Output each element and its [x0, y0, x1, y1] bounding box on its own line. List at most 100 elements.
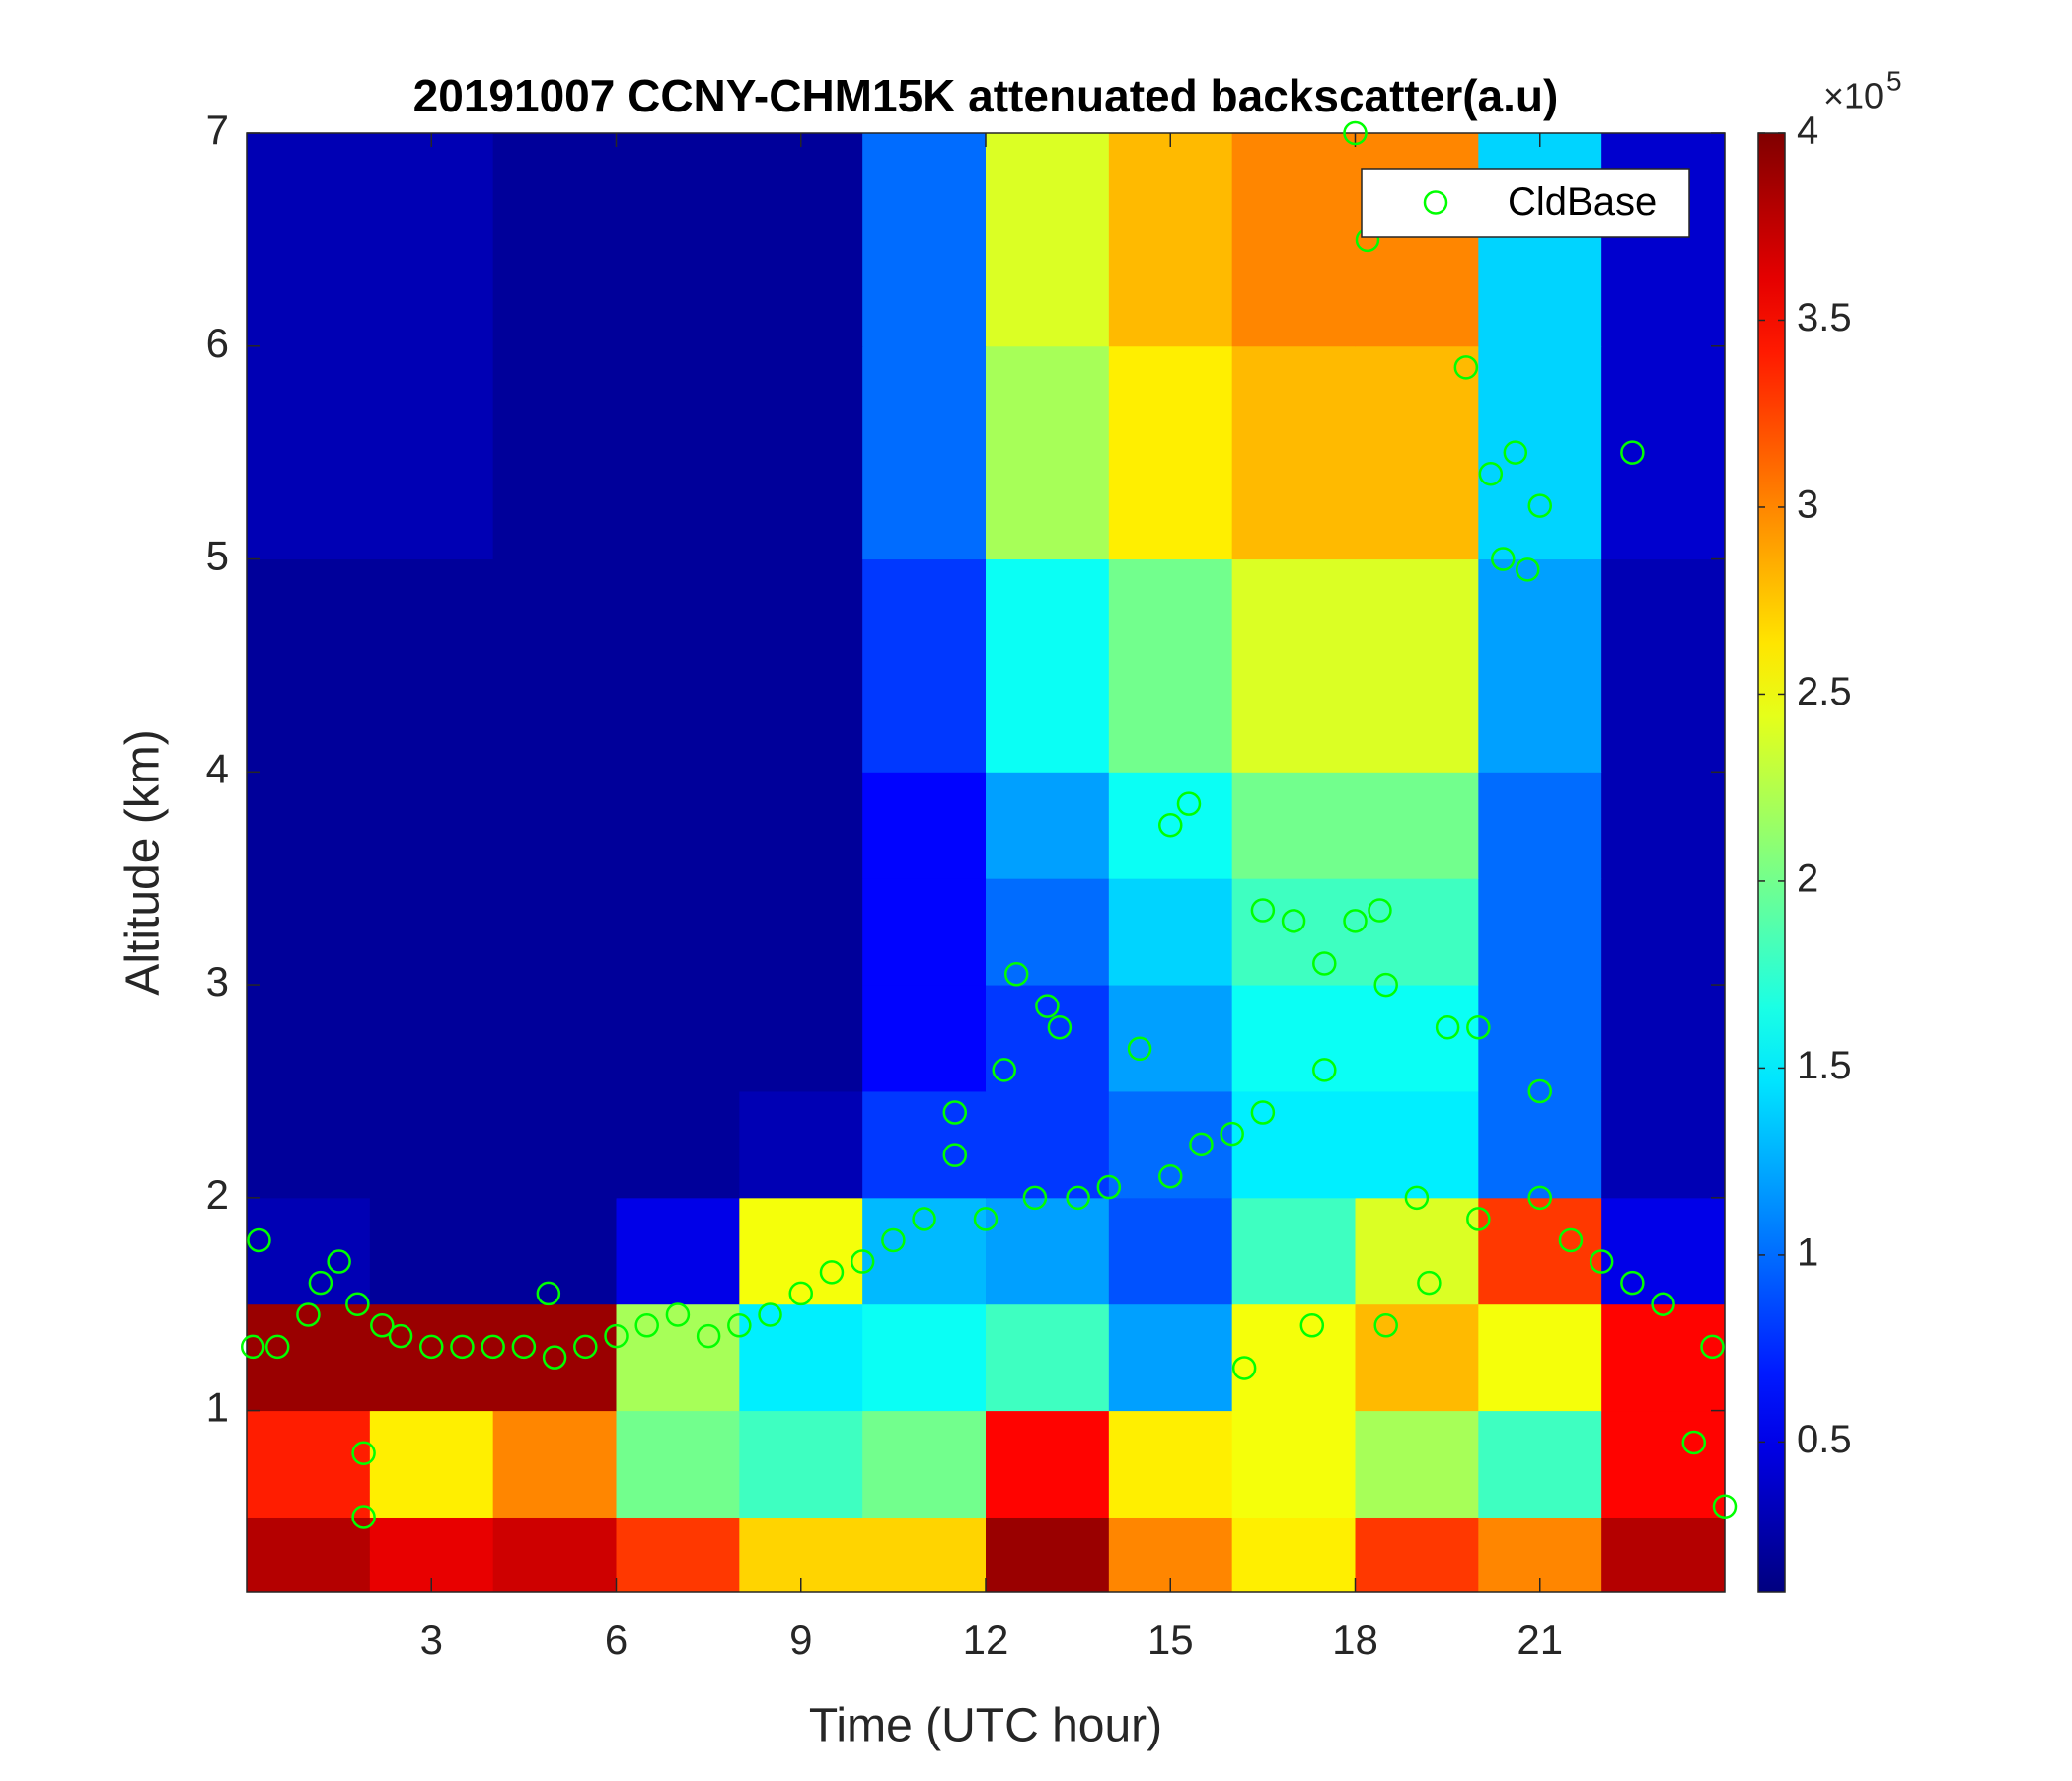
scatter-point — [850, 1249, 875, 1274]
heatmap-cell — [986, 1410, 1110, 1518]
colorbar-tick-label: 2 — [1797, 857, 1818, 901]
scatter-point — [247, 1227, 271, 1253]
heatmap-cell — [369, 133, 494, 347]
scatter-point — [973, 1207, 999, 1231]
heatmap-cell — [247, 1090, 371, 1199]
scatter-point — [1250, 898, 1276, 923]
x-tick-label: 21 — [1517, 1616, 1563, 1663]
heatmap-cell — [1478, 1197, 1602, 1305]
heatmap-cell — [247, 133, 371, 347]
heatmap-cell — [862, 345, 987, 560]
heatmap-cell — [862, 1517, 987, 1593]
heatmap-cell — [862, 985, 987, 1092]
scatter-point — [1558, 1227, 1584, 1253]
chart-title: 20191007 CCNY-CHM15K attenuated backscat… — [413, 70, 1559, 121]
heatmap-cell — [739, 558, 863, 773]
heatmap-cell — [739, 133, 863, 347]
heatmap-cell — [369, 985, 494, 1092]
heatmap-cell — [369, 345, 494, 560]
heatmap-cell — [1478, 878, 1602, 986]
scatter-point — [1250, 1100, 1276, 1125]
heatmap-cell — [1108, 1090, 1233, 1199]
heatmap-cell — [1108, 1410, 1233, 1518]
colorbar-scale-exponent: 5 — [1887, 65, 1902, 96]
heatmap-cell — [1231, 1090, 1356, 1199]
scatter-point — [1681, 1430, 1707, 1455]
scatter-point — [1453, 355, 1479, 380]
scatter-point — [1503, 440, 1528, 465]
y-tick-label: 2 — [206, 1171, 229, 1218]
heatmap-cell — [1601, 1090, 1726, 1199]
heatmap-cell — [862, 558, 987, 773]
x-axis-label: Time (UTC hour) — [809, 1700, 1162, 1752]
heatmap-cell — [1108, 1303, 1233, 1412]
scatter-point — [1003, 962, 1029, 987]
scatter-point — [634, 1313, 659, 1338]
scatter-point — [481, 1334, 505, 1360]
scatter-point — [345, 1292, 370, 1316]
heatmap-cell — [862, 878, 987, 986]
heatmap-cell — [247, 558, 371, 773]
scatter-point — [1220, 1121, 1244, 1147]
scatter-point — [1368, 898, 1392, 923]
scatter-point — [1620, 440, 1645, 465]
heatmap-cell — [1478, 558, 1602, 773]
scatter-point — [240, 1334, 265, 1360]
scatter-point — [1620, 1270, 1645, 1296]
colorbar — [1757, 132, 1786, 1593]
scatter-point — [1127, 1036, 1152, 1062]
heatmap-cell — [739, 345, 863, 560]
scatter-point — [370, 1313, 395, 1338]
heatmap-cell — [1601, 772, 1726, 879]
scatter-point — [419, 1334, 444, 1360]
heatmap-cell — [492, 1090, 617, 1199]
heatmap-cell — [986, 878, 1110, 986]
scatter-point — [573, 1334, 598, 1360]
y-tick-label: 6 — [206, 320, 229, 366]
heatmap-cell — [1108, 1197, 1233, 1305]
heatmap-cell — [616, 878, 740, 986]
heatmap-cell — [492, 133, 617, 347]
scatter-point — [1096, 1174, 1122, 1200]
heatmap-cell — [1601, 985, 1726, 1092]
scatter-point — [1527, 1078, 1552, 1104]
heatmap-cell — [1355, 1090, 1479, 1199]
x-tick-label: 12 — [963, 1616, 1009, 1663]
scatter-point — [696, 1323, 721, 1349]
legend-box — [1361, 168, 1690, 238]
scatter-point — [1417, 1270, 1442, 1296]
scatter-point — [788, 1281, 813, 1306]
heatmap-cell — [616, 133, 740, 347]
heatmap-cell — [492, 1197, 617, 1305]
heatmap-cell — [1108, 772, 1233, 879]
heatmap-cell — [1355, 345, 1479, 560]
scatter-point — [1158, 812, 1183, 838]
heatmap-cell — [369, 558, 494, 773]
heatmap-cell — [739, 985, 863, 1092]
heatmap-cell — [1601, 1303, 1726, 1412]
scatter-point — [1281, 909, 1306, 933]
heatmap-cell — [369, 1410, 494, 1518]
heatmap-cell — [1108, 878, 1233, 986]
colorbar-tick-label: 3.5 — [1797, 296, 1852, 339]
heatmap-cell — [616, 772, 740, 879]
heatmap-cell — [739, 1303, 863, 1412]
scatter-point — [819, 1260, 845, 1285]
scatter-point — [1491, 547, 1516, 571]
colorbar-tick-label: 2.5 — [1797, 670, 1852, 713]
heatmap-cell — [986, 772, 1110, 879]
heatmap-cell — [739, 878, 863, 986]
y-tick-label: 7 — [206, 107, 229, 153]
colorbar-tick-label: 1.5 — [1797, 1044, 1852, 1087]
heatmap-cell — [1355, 558, 1479, 773]
scatter-point — [1516, 557, 1540, 582]
heatmap-cell — [1601, 1517, 1726, 1593]
heatmap-cell — [739, 1197, 863, 1305]
heatmap-cell — [247, 772, 371, 879]
scatter-point — [1373, 1313, 1398, 1338]
heatmap-cell — [492, 1410, 617, 1518]
colorbar-scale-label: ×10 — [1823, 76, 1884, 116]
heatmap-cell — [492, 345, 617, 560]
scatter-point — [296, 1302, 321, 1327]
heatmap-cell — [247, 345, 371, 560]
